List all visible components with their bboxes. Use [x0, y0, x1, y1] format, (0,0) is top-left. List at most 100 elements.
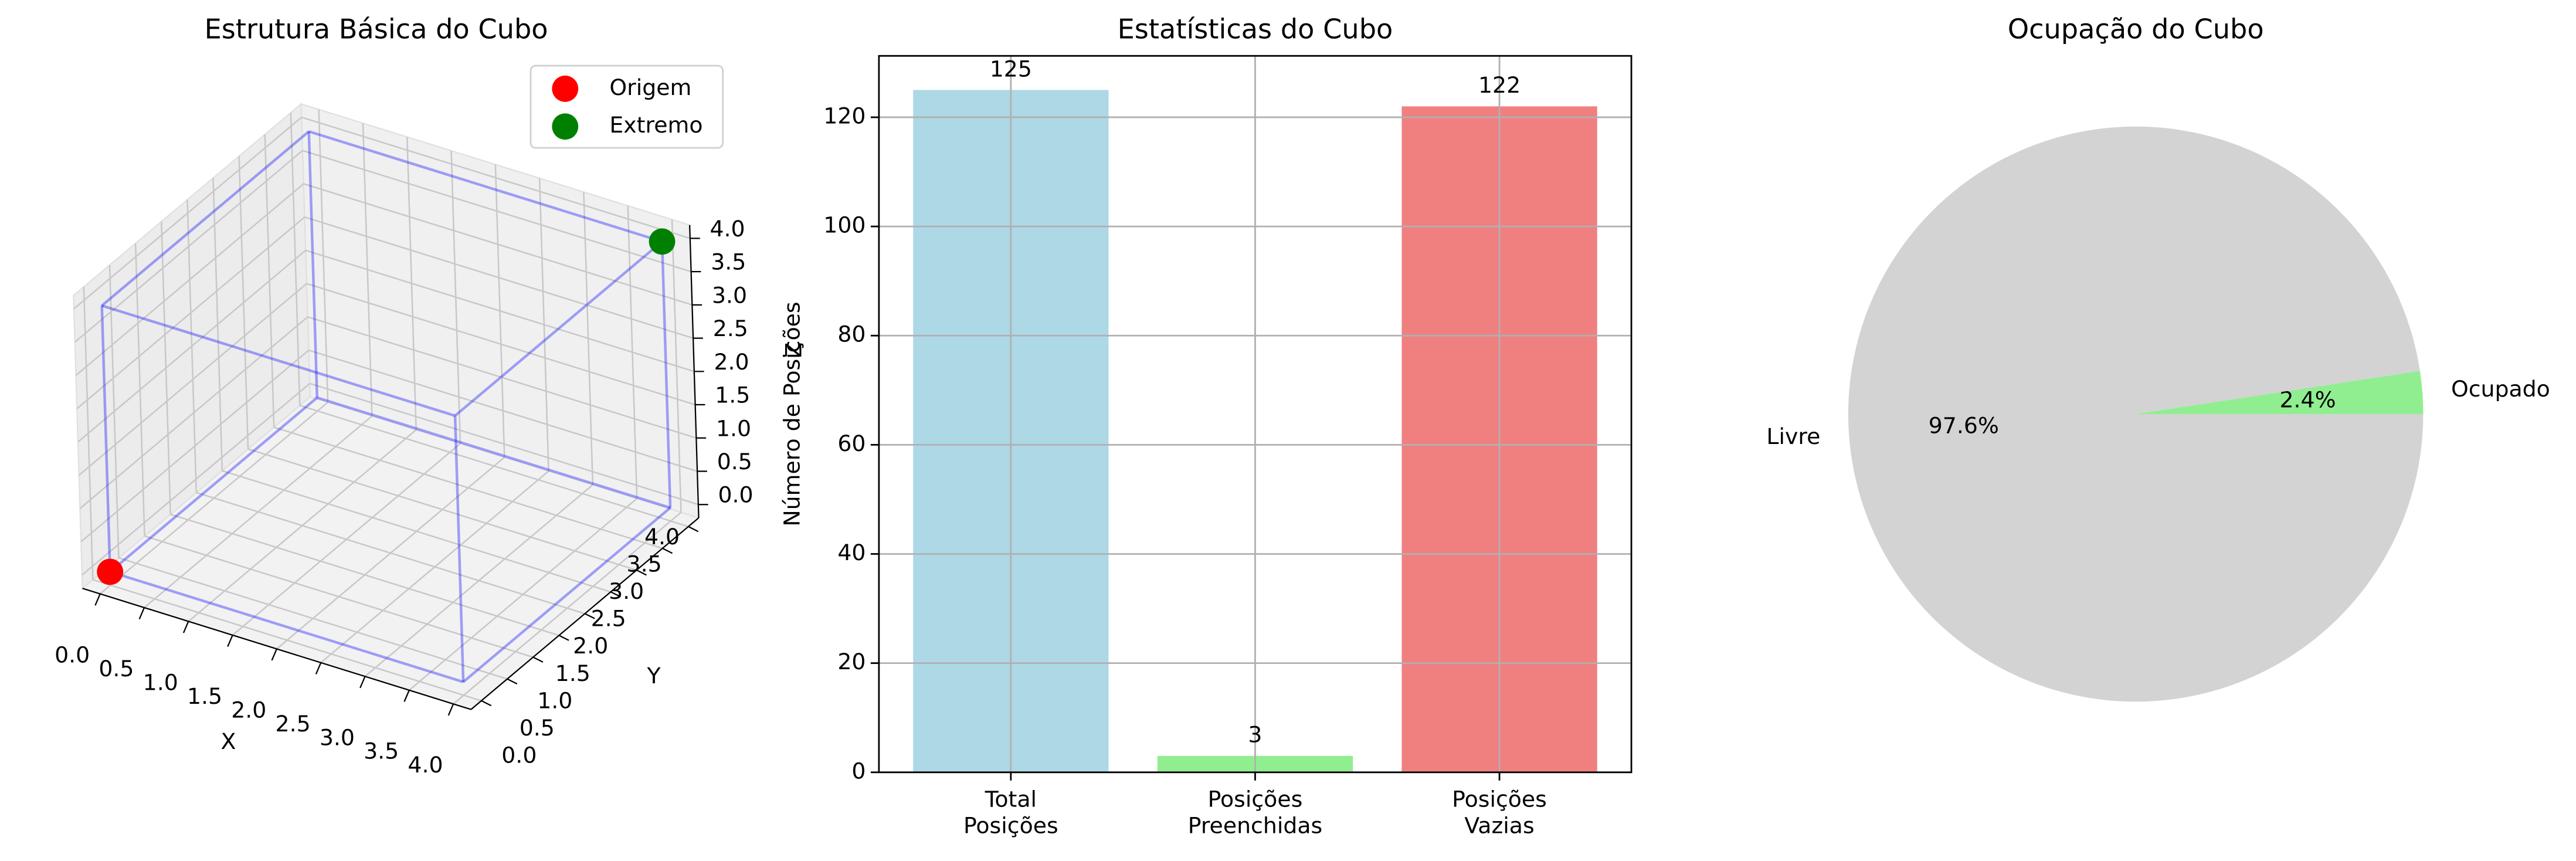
- x-tick-label: 4.0: [408, 752, 443, 778]
- y-tick-label: 0.0: [501, 743, 537, 768]
- x-tick-label: Posições Preenchidas: [1187, 787, 1323, 840]
- cube-edge: [462, 506, 671, 683]
- pie-slice: [1848, 126, 2424, 702]
- cube-edge: [317, 396, 671, 509]
- grid-line: [309, 382, 699, 506]
- tick-mark: [662, 547, 673, 554]
- grid-line: [78, 283, 307, 476]
- cube-edge: [101, 304, 456, 417]
- y-axis: [470, 517, 700, 710]
- x-axis-label: X: [220, 728, 236, 754]
- legend-marker: [552, 75, 579, 102]
- cube-edge: [454, 240, 663, 417]
- cube-edge: [308, 130, 663, 243]
- grid-line: [307, 316, 697, 439]
- z-tick-label: 2.5: [713, 316, 748, 341]
- z-axis-label: Z: [781, 343, 807, 358]
- x-tick-label: 1.5: [187, 683, 222, 709]
- legend-label: Extremo: [609, 112, 702, 138]
- pie-slice: [2136, 371, 2424, 415]
- y-tick-label: 40: [837, 540, 866, 565]
- chart-title: Estrutura Básica do Cubo: [205, 13, 548, 45]
- tick-mark: [359, 676, 366, 689]
- grid-line: [76, 216, 306, 409]
- z-tick-label: 0.5: [717, 449, 752, 474]
- z-tick-label: 0.0: [718, 482, 753, 508]
- tick-mark: [447, 703, 454, 716]
- tick-mark: [138, 607, 145, 620]
- grid-line: [299, 405, 689, 527]
- value-label: 3: [1248, 722, 1262, 748]
- y-tick-label: 60: [837, 430, 866, 456]
- tick-mark: [227, 635, 233, 647]
- grid-line: [273, 426, 663, 550]
- z-tick-label: 3.0: [712, 282, 747, 308]
- slice-percent: 2.4%: [2279, 387, 2336, 412]
- grid-line: [247, 448, 637, 571]
- grid-line: [302, 150, 691, 273]
- y-tick-label: 1.0: [537, 687, 572, 713]
- x-tick-label: 2.5: [276, 711, 311, 737]
- z-axis: [689, 225, 700, 518]
- cube-edge: [100, 306, 111, 572]
- legend-marker: [552, 113, 579, 140]
- cube-edge: [101, 130, 310, 307]
- cube-edge: [307, 131, 318, 398]
- grid-line: [196, 491, 585, 615]
- grid-line: [73, 116, 303, 310]
- y-tick-label: 0.5: [520, 715, 555, 741]
- y-tick-label: 2.0: [573, 633, 608, 659]
- legend: [530, 65, 724, 149]
- slice-label: Livre: [1766, 423, 1820, 449]
- tick-mark: [403, 690, 410, 702]
- point: [97, 558, 124, 585]
- grid-line: [306, 283, 695, 406]
- tick-mark: [584, 613, 595, 619]
- grid-line: [301, 116, 691, 239]
- x-tick-label: 3.5: [364, 738, 399, 764]
- tick-mark: [532, 656, 544, 663]
- y-tick-label: 120: [823, 103, 866, 128]
- z-tick-label: 1.5: [715, 382, 750, 408]
- y-tick-label: 2.5: [591, 606, 626, 632]
- x-tick-label: 1.0: [143, 669, 178, 695]
- tick-mark: [315, 662, 322, 674]
- z-tick-label: 4.0: [710, 216, 745, 242]
- slice-label: Ocupado: [2451, 376, 2550, 402]
- x-tick-label: 2.0: [231, 697, 266, 723]
- x-tick-label: Posições Vazias: [1452, 787, 1547, 840]
- grid-line: [80, 350, 310, 543]
- chart-title: Estatísticas do Cubo: [1118, 13, 1393, 45]
- tick-mark: [688, 526, 699, 533]
- value-label: 125: [990, 56, 1032, 82]
- grid-line: [74, 150, 303, 343]
- grid-line: [303, 183, 693, 306]
- y-tick-label: 100: [823, 212, 866, 238]
- grid-line: [305, 249, 695, 372]
- y-axis-label: Y: [647, 663, 661, 689]
- x-tick-label: 0.0: [55, 642, 90, 667]
- x-tick-label: 3.0: [320, 724, 355, 750]
- y-tick-label: 20: [837, 649, 866, 674]
- cube-edge: [109, 396, 318, 573]
- grid-line: [308, 349, 698, 472]
- y-tick-label: 0: [851, 758, 866, 784]
- tick-mark: [507, 678, 518, 685]
- x-tick-label: 0.5: [99, 656, 134, 682]
- z-tick-label: 3.5: [711, 249, 746, 275]
- z-tick-label: 2.0: [714, 349, 749, 375]
- slice-percent: 97.6%: [1929, 413, 1999, 439]
- cube-edge: [110, 570, 464, 683]
- tick-mark: [636, 570, 647, 576]
- point: [649, 228, 676, 255]
- grid-line: [222, 470, 611, 593]
- legend-label: Origem: [609, 74, 691, 100]
- tick-mark: [558, 635, 569, 641]
- tick-mark: [182, 621, 189, 633]
- z-tick-label: 1.0: [716, 415, 751, 441]
- grid-line: [118, 557, 508, 680]
- grid-line: [144, 535, 534, 658]
- tick-mark: [271, 648, 277, 661]
